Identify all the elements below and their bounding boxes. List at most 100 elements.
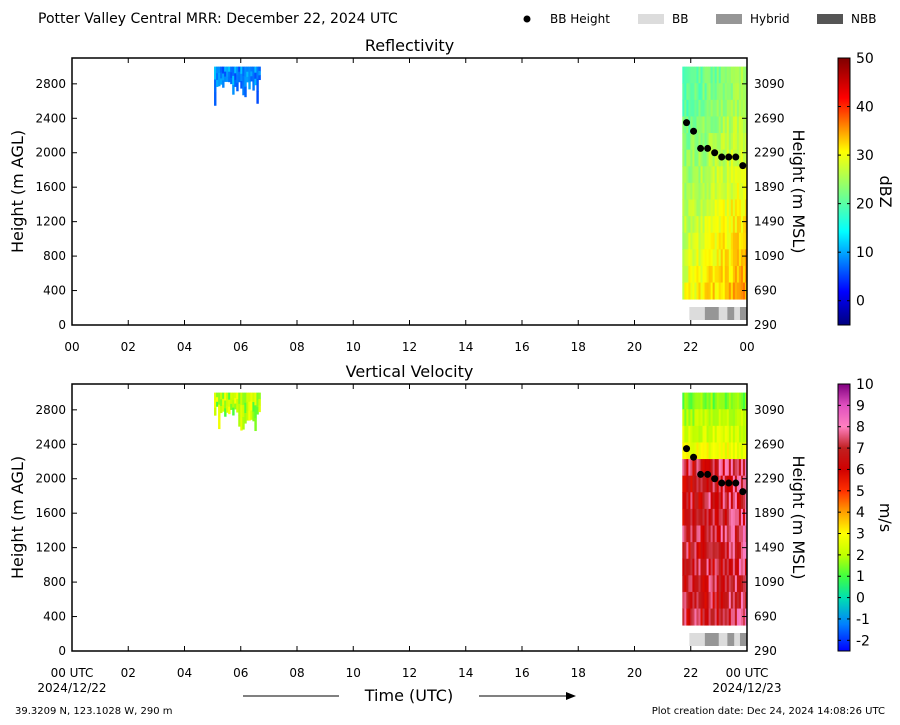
echo-cell [726,199,730,217]
legend: BB Height BB Hybrid NBB [523,12,876,26]
echo-cell [744,232,748,250]
echo-cell [742,149,746,167]
echo-cell [688,392,691,410]
echo-cell [218,392,221,406]
echo-cell [722,608,726,626]
echo-cell [704,282,707,300]
x-tick-label: 00 UTC [51,666,94,680]
echo-cell [718,166,722,184]
colorbar-tick-label: 40 [856,100,874,116]
echo-cell [684,149,687,167]
y-tick-label: 0 [58,644,66,658]
echo-cell [728,99,732,117]
echo-cell [716,149,720,167]
echo-cell [690,182,693,200]
echo-cell [694,442,697,460]
echo-cell [684,265,687,283]
echo-cell [742,459,746,477]
echo-cell [226,399,229,407]
echo-cell [698,591,701,609]
echo-cell [716,459,720,477]
echo-cell [718,216,722,234]
x-tick-label: 18 [571,666,586,680]
echo-cell [728,608,732,626]
echo-cell [708,492,712,510]
echo-cell [710,475,714,493]
echo-cell [742,442,746,460]
echo-cell [720,575,724,593]
echo-cell [724,608,728,626]
echo-cell [690,116,693,134]
echo-cell [686,392,689,410]
echo-cell [710,249,714,267]
echo-cell [222,405,225,412]
echo-cell [242,85,245,96]
echo-cell [708,508,712,526]
echo-cell [702,199,705,217]
echo-cell [692,83,695,101]
echo-cell [702,442,705,460]
echo-cell [244,402,247,414]
y-tick-label: 2800 [35,403,66,417]
echo-cell [242,76,245,86]
echo-cell [738,232,742,250]
bb-height-point [697,470,705,478]
echo-cell [726,492,730,510]
echo-cell [730,265,734,283]
echo-cell [742,282,746,300]
echo-cell [244,76,247,88]
echo-cell [736,83,740,101]
x-axis-label: Time (UTC) [364,686,453,705]
echo-cell [728,575,732,593]
echo-cell [712,525,716,543]
echo-cell [730,492,734,510]
echo-cell [736,116,740,134]
echo-cell [688,166,691,184]
echo-cell [702,475,705,493]
echo-cell [714,83,718,101]
echo-cell [684,558,687,576]
echo-cell [704,182,707,200]
echo-cell [694,265,697,283]
echo-cell [684,199,687,217]
echo-cell [696,265,699,283]
echo-cell [244,392,247,404]
echo-cell [686,232,689,250]
echo-cell [700,591,703,609]
echo-cell [712,475,716,493]
echo-cell [710,542,714,560]
echo-cell [740,475,744,493]
echo-cell [700,525,703,543]
echo-cell [730,475,734,493]
echo-cell [736,265,740,283]
echo-cell [706,66,709,84]
y-tick-label: 2400 [35,437,66,451]
echo-cell [232,392,235,401]
echo-cell [726,575,730,593]
echo-cell [718,575,722,593]
echo-cell [230,403,233,410]
echo-cell [224,400,227,409]
echo-cell [706,591,709,609]
echo-cell [246,401,249,412]
echo-cell [710,459,714,477]
echo-cell [696,409,699,427]
echo-cell [226,405,229,413]
echo-region [682,392,748,626]
echo-cell [716,542,720,560]
colorbar-tick-label: 1 [856,569,865,585]
echo-cell [736,608,740,626]
echo-cell [698,83,701,101]
echo-cell [694,508,697,526]
panel-title: Vertical Velocity [346,362,474,381]
echo-cell [236,392,239,400]
echo-cell [726,282,730,300]
echo-cell [714,591,718,609]
echo-cell [728,66,732,84]
echo-cell [706,216,709,234]
echo-cell [688,199,691,217]
echo-cell [232,75,235,86]
echo-cell [698,265,701,283]
echo-cell [220,72,223,79]
